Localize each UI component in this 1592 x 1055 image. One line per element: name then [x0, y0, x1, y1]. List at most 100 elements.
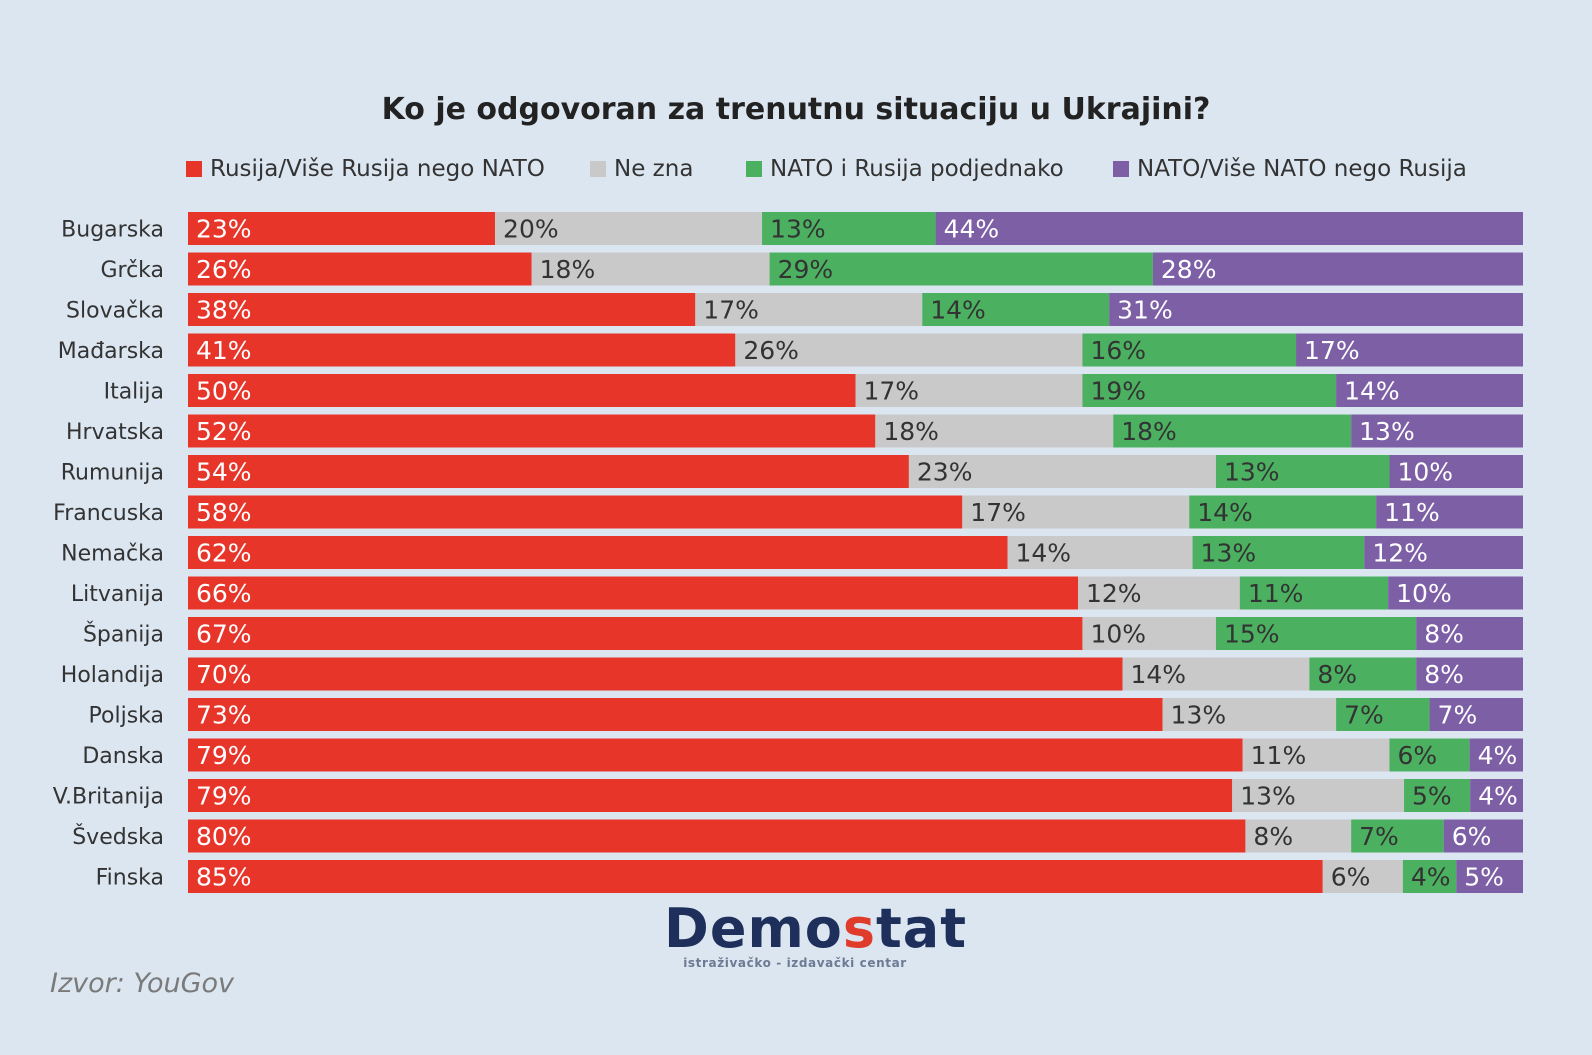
- bar-segment: [1162, 698, 1337, 731]
- data-label: 7%: [1438, 701, 1478, 730]
- bar-segment: [188, 212, 496, 245]
- bar-segment: [1309, 657, 1417, 691]
- data-label: 18%: [540, 255, 596, 284]
- legend-swatch-purple: [1113, 161, 1129, 177]
- legend-swatch-red: [186, 161, 202, 177]
- data-label: 23%: [917, 458, 973, 487]
- bar-segment: [1322, 860, 1403, 893]
- bar-segment: [1470, 779, 1523, 812]
- bar-segment: [188, 860, 1323, 893]
- legend-item-ne-zna: Ne zna: [590, 156, 693, 182]
- bar-segment: [1189, 495, 1377, 529]
- category-label: Rumunija: [61, 461, 164, 486]
- bar-segment: [188, 495, 963, 529]
- data-label: 6%: [1331, 863, 1371, 892]
- bar-segment: [531, 252, 770, 286]
- logo-word-accent: s: [842, 897, 876, 960]
- data-label: 50%: [196, 377, 252, 406]
- data-label: 13%: [1359, 417, 1415, 446]
- bar-segment: [922, 293, 1110, 326]
- category-label: Holandija: [61, 663, 164, 688]
- data-label: 41%: [196, 336, 252, 365]
- data-label: 52%: [196, 417, 252, 446]
- bar-segment: [1242, 738, 1390, 772]
- bar-segment: [188, 819, 1246, 853]
- data-label: 26%: [196, 255, 252, 284]
- bar-segment: [1082, 374, 1337, 407]
- data-label: 62%: [196, 539, 252, 568]
- legend-swatch-green: [746, 161, 762, 177]
- data-label: 17%: [1304, 336, 1360, 365]
- category-label: Italija: [104, 380, 164, 405]
- bar-segment: [188, 293, 696, 326]
- bar-segment: [1152, 252, 1523, 286]
- category-label: Bugarska: [61, 218, 164, 243]
- bar-segment: [1192, 536, 1365, 569]
- bar-segment: [1416, 617, 1523, 650]
- data-label: 54%: [196, 458, 252, 487]
- bar-segment: [1402, 860, 1457, 893]
- data-label: 4%: [1478, 741, 1518, 770]
- logo-word-start: Demo: [664, 897, 843, 960]
- bar-segment: [1469, 738, 1523, 772]
- data-label: 14%: [1131, 660, 1187, 689]
- data-label: 14%: [1344, 377, 1400, 406]
- data-label: 10%: [1396, 579, 1452, 608]
- category-label: Grčka: [100, 258, 164, 283]
- bar-segment: [188, 779, 1233, 812]
- data-label: 8%: [1424, 620, 1464, 649]
- data-label: 11%: [1248, 579, 1304, 608]
- data-label: 5%: [1412, 782, 1452, 811]
- category-label: Mađarska: [58, 339, 164, 364]
- data-label: 13%: [1201, 539, 1257, 568]
- data-label: 31%: [1117, 296, 1173, 325]
- bar-segment: [1376, 495, 1523, 529]
- data-label: 10%: [1398, 458, 1454, 487]
- bar-segment: [188, 414, 876, 448]
- data-label: 12%: [1372, 539, 1428, 568]
- bar-segment: [1007, 536, 1193, 569]
- bar-segment: [1122, 657, 1310, 691]
- bar-segment: [1443, 819, 1523, 853]
- category-label: V.Britanija: [53, 785, 164, 810]
- data-label: 20%: [503, 215, 559, 244]
- bar-segment: [875, 414, 1114, 448]
- bar-segment: [935, 212, 1523, 245]
- bar-segment: [1351, 414, 1523, 448]
- category-label: Slovačka: [66, 299, 164, 324]
- bar-segment: [769, 252, 1153, 286]
- bar-segment: [1296, 333, 1523, 367]
- data-label: 13%: [1171, 701, 1227, 730]
- bar-segment: [1429, 698, 1523, 731]
- chart-title: Ko je odgovoran za trenutnu situaciju u …: [381, 92, 1211, 127]
- legend-item-podjednako: NATO i Rusija podjednako: [746, 156, 1064, 182]
- bar-segment: [908, 455, 1216, 488]
- bar-segment: [188, 617, 1083, 650]
- category-label: Švedska: [72, 824, 164, 850]
- data-label: 85%: [196, 863, 252, 892]
- data-label: 17%: [703, 296, 759, 325]
- data-label: 8%: [1253, 822, 1293, 851]
- data-label: 28%: [1161, 255, 1217, 284]
- category-label: Nemačka: [61, 542, 164, 567]
- data-label: 11%: [1251, 741, 1307, 770]
- data-label: 67%: [196, 620, 252, 649]
- logo-word-end: tat: [875, 897, 968, 960]
- data-label: 73%: [196, 701, 252, 730]
- data-label: 18%: [883, 417, 939, 446]
- data-label: 14%: [1197, 498, 1253, 527]
- data-label: 70%: [196, 660, 252, 689]
- bar-segment: [1389, 455, 1523, 488]
- category-label: Finska: [96, 866, 164, 891]
- bar-segment: [188, 657, 1123, 691]
- bar-segment: [188, 536, 1008, 569]
- demostat-logo: Demostat istraživačko - izdavački centar: [664, 897, 966, 971]
- data-label: 13%: [1224, 458, 1280, 487]
- bar-segment: [1389, 738, 1470, 772]
- category-label: Španija: [83, 622, 164, 648]
- bar-segment: [855, 374, 1083, 407]
- bar-segment: [1336, 374, 1523, 407]
- logo-wordmark: Demostat: [664, 897, 966, 960]
- legend-item-rusija: Rusija/Više Rusija nego NATO: [186, 156, 545, 182]
